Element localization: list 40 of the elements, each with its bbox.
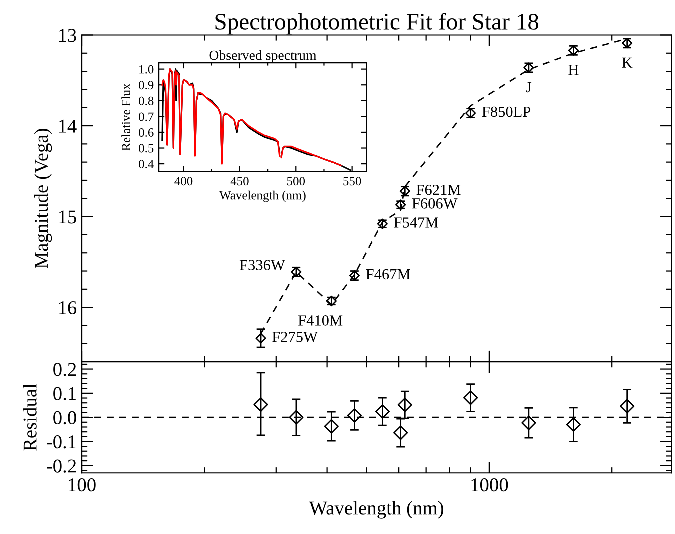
- y-tick-label: 0.4: [139, 160, 154, 169]
- y-tick-label: 0.0: [54, 411, 76, 425]
- annotation: F467M: [366, 269, 410, 280]
- x-tick-label: 100: [69, 478, 96, 492]
- annotation: F275W: [272, 332, 318, 342]
- annotation: K: [622, 58, 633, 68]
- y-tick-label: 14: [59, 120, 77, 133]
- y-tick-label: 15: [59, 210, 76, 224]
- annotation: J: [526, 82, 532, 93]
- y-tick-label: 13: [59, 29, 76, 42]
- y-tick-label: -0.1: [47, 436, 76, 449]
- annotation: F621M: [416, 184, 461, 196]
- annotation: F410M: [298, 316, 343, 326]
- y-tick-label: 0.1: [54, 387, 76, 400]
- y-axis-title: Magnitude (Vega): [34, 129, 52, 269]
- x-axis-title: Wavelength (nm): [309, 501, 444, 519]
- chart-title: Observed spectrum: [210, 50, 317, 64]
- y-tick-label: 1.0: [140, 65, 154, 74]
- y-tick-label: 0.7: [139, 112, 154, 122]
- annotation: H: [568, 65, 579, 76]
- x-tick-label: 550: [344, 177, 362, 186]
- annotation: F606W: [412, 198, 458, 209]
- annotation: F850LP: [482, 106, 531, 118]
- x-tick-label: 450: [230, 177, 249, 186]
- y-tick-label: -0.2: [47, 460, 76, 473]
- y-axis-title: Residual: [23, 384, 37, 452]
- y-tick-label: 0.5: [139, 144, 154, 153]
- annotation: F336W: [240, 260, 286, 271]
- y-tick-label: 0.6: [139, 128, 154, 137]
- x-tick-label: 1000: [472, 478, 508, 492]
- x-tick-label: 500: [287, 177, 306, 186]
- y-tick-label: 16: [59, 301, 77, 315]
- y-tick-label: 0.8: [139, 96, 154, 106]
- x-tick-label: 400: [174, 177, 193, 186]
- y-axis-title: Relative Flux: [122, 84, 130, 151]
- x-axis-title: Wavelength (nm): [220, 190, 306, 202]
- annotation: F547M: [394, 218, 438, 228]
- chart-title: Spectrophotometric Fit for Star 18: [216, 13, 539, 35]
- y-tick-label: 0.9: [139, 81, 154, 90]
- y-tick-label: 0.2: [54, 363, 76, 376]
